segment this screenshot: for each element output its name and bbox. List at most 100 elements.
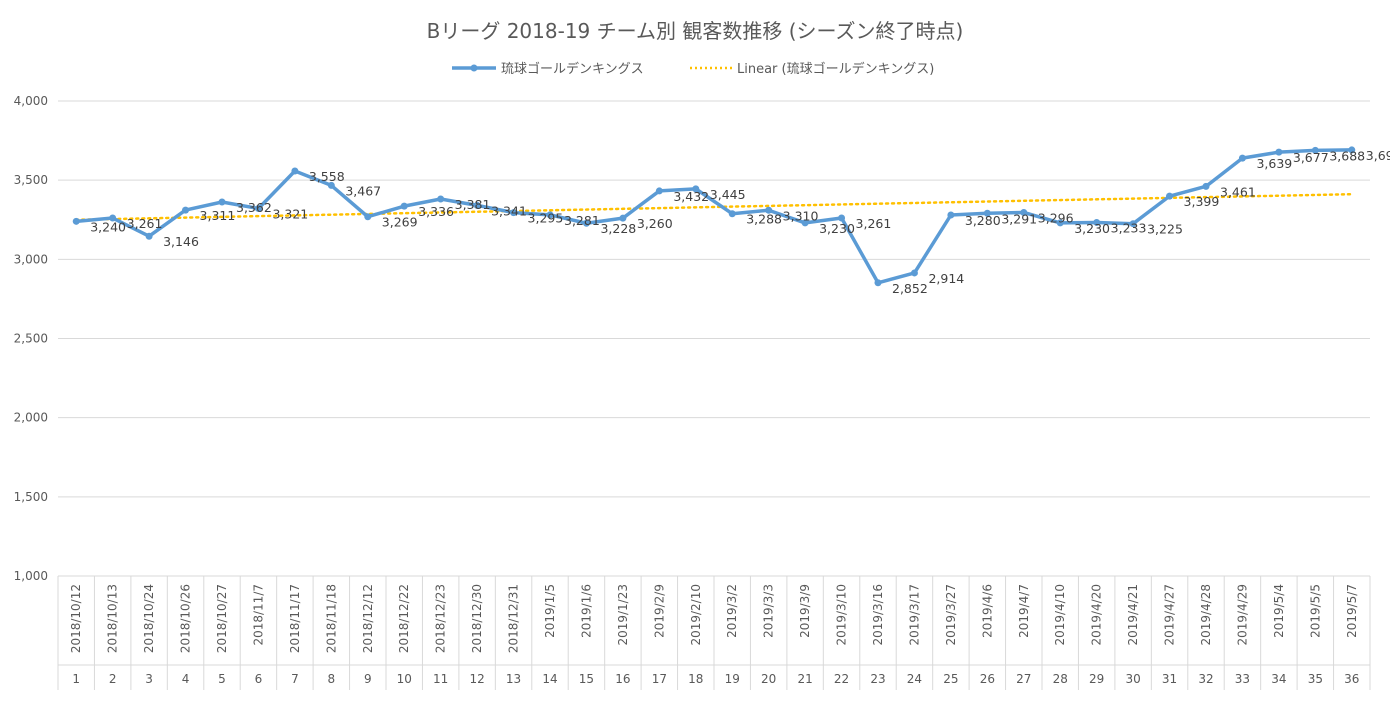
data-point (364, 213, 372, 221)
data-label: 3,291 (1001, 211, 1037, 226)
data-label: 3,288 (746, 212, 782, 227)
x-tick-label-number: 17 (652, 672, 667, 686)
y-tick-label: 2,500 (14, 332, 48, 346)
x-tick-label-date: 2019/4/28 (1199, 584, 1213, 646)
x-tick-label-number: 34 (1271, 672, 1286, 686)
data-label: 3,225 (1147, 222, 1183, 237)
data-point (109, 214, 117, 222)
data-point (983, 209, 991, 217)
data-label: 3,295 (528, 211, 564, 226)
x-tick-label-number: 27 (1016, 672, 1031, 686)
x-tick-label-number: 29 (1089, 672, 1104, 686)
legend-series-label: 琉球ゴールデンキングス (501, 61, 644, 77)
data-label: 3,281 (564, 213, 600, 228)
x-tick-label-number: 15 (579, 672, 594, 686)
x-tick-label-number: 23 (870, 672, 885, 686)
data-label: 3,311 (200, 208, 236, 223)
x-tick-label-date: 2018/11/18 (324, 584, 338, 653)
data-point (619, 214, 627, 222)
x-tick-label-number: 6 (255, 672, 263, 686)
data-point (582, 219, 590, 227)
x-tick-label-number: 33 (1235, 672, 1250, 686)
x-tick-label-date: 2019/4/6 (980, 584, 994, 638)
data-point (910, 269, 918, 277)
x-tick-label-date: 2018/12/12 (361, 584, 375, 653)
data-label: 3,310 (783, 208, 819, 223)
x-tick-label-number: 4 (182, 672, 190, 686)
data-point (947, 211, 955, 219)
x-tick-label-number: 26 (980, 672, 995, 686)
y-tick-label: 1,000 (14, 569, 48, 583)
x-tick-label-date: 2019/2/10 (689, 584, 703, 646)
x-tick-label-number: 32 (1198, 672, 1213, 686)
data-label: 3,445 (710, 187, 746, 202)
y-tick-label: 1,500 (14, 490, 48, 504)
x-tick-label-date: 2019/3/9 (798, 584, 812, 638)
x-tick-label-date: 2019/3/10 (835, 584, 849, 646)
x-tick-label-date: 2018/11/17 (288, 584, 302, 653)
data-label: 3,261 (856, 216, 892, 231)
data-point (145, 232, 153, 240)
data-label: 3,269 (382, 215, 418, 230)
x-tick-label-number: 22 (834, 672, 849, 686)
x-tick-label-number: 9 (364, 672, 372, 686)
data-label: 3,558 (309, 169, 345, 184)
x-tick-label-date: 2019/5/7 (1345, 584, 1359, 638)
x-tick-label-date: 2019/4/29 (1235, 584, 1249, 646)
data-label: 3,146 (163, 234, 199, 249)
data-label: 3,321 (272, 207, 308, 222)
x-tick-label-date: 2019/3/3 (762, 584, 776, 638)
data-point (1020, 208, 1028, 216)
legend-trendline-label: Linear (琉球ゴールデンキングス) (737, 61, 934, 77)
data-label: 3,461 (1220, 184, 1256, 199)
data-point (728, 210, 736, 218)
x-tick-label-date: 2019/3/16 (871, 584, 885, 646)
x-tick-label-number: 11 (433, 672, 448, 686)
x-tick-label-number: 1 (72, 672, 80, 686)
data-point (692, 185, 700, 193)
data-point (510, 209, 518, 217)
x-tick-label-date: 2018/12/30 (470, 584, 484, 653)
data-point (1275, 148, 1283, 156)
x-tick-label-number: 24 (907, 672, 922, 686)
x-tick-label-number: 36 (1344, 672, 1359, 686)
x-tick-label-date: 2019/4/27 (1163, 584, 1177, 646)
x-tick-label-date: 2019/5/4 (1272, 584, 1286, 638)
data-label: 2,914 (928, 271, 964, 286)
data-label: 3,261 (127, 216, 163, 231)
data-point (473, 201, 481, 209)
x-tick-label-date: 2018/10/27 (215, 584, 229, 653)
x-tick-label-number: 7 (291, 672, 299, 686)
data-label: 3,260 (637, 216, 673, 231)
x-tick-label-date: 2019/4/20 (1090, 584, 1104, 646)
data-point (1311, 146, 1319, 154)
data-label: 3,639 (1256, 156, 1292, 171)
x-tick-label-date: 2018/10/26 (179, 584, 193, 653)
x-tick-label-number: 5 (218, 672, 226, 686)
x-tick-label-date: 2018/12/23 (434, 584, 448, 653)
x-tick-label-date: 2019/5/5 (1308, 584, 1322, 638)
data-label: 3,467 (345, 183, 381, 198)
x-tick-label-date: 2018/11/7 (251, 584, 265, 646)
data-point (1238, 154, 1246, 162)
data-label: 3,381 (455, 197, 491, 212)
x-tick-label-date: 2018/10/24 (142, 584, 156, 653)
x-tick-label-date: 2019/2/9 (652, 584, 666, 638)
data-label: 3,677 (1293, 150, 1329, 165)
data-point (1202, 182, 1210, 190)
x-tick-label-date: 2018/12/22 (397, 584, 411, 653)
data-label: 3,688 (1329, 148, 1365, 163)
x-tick-label-date: 2018/10/13 (106, 584, 120, 653)
data-label: 3,228 (600, 221, 636, 236)
data-label: 3,341 (491, 203, 527, 218)
trendline (74, 192, 1354, 222)
x-tick-label-number: 3 (145, 672, 153, 686)
data-point (838, 214, 846, 222)
x-tick-label-number: 12 (469, 672, 484, 686)
data-point (400, 202, 408, 210)
data-label: 3,399 (1184, 194, 1220, 209)
data-point (437, 195, 445, 203)
data-point (1129, 220, 1137, 228)
x-tick-label-date: 2019/1/6 (579, 584, 593, 638)
